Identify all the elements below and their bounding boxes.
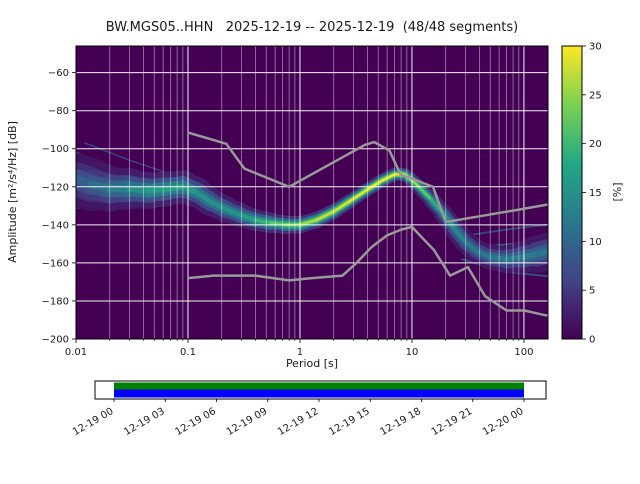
psd-ridge-segment bbox=[146, 185, 171, 194]
timeline-coverage-blue bbox=[114, 389, 524, 398]
colorbar-tick-label: 20 bbox=[589, 139, 602, 150]
psd-ridge-segment bbox=[180, 184, 200, 196]
psd-ridge-segment bbox=[298, 218, 318, 227]
x-tick-label: 100 bbox=[514, 347, 533, 358]
psd-strand bbox=[461, 223, 548, 238]
psd-ridge-segment bbox=[314, 210, 336, 222]
x-tick-label: 10 bbox=[406, 347, 419, 358]
plot-area: 0.01 0.1 1 10 100 −60 −80 −100 −120 −140 −160 −180 −… bbox=[42, 45, 549, 358]
colorbar-gradient-bar bbox=[562, 46, 582, 339]
colorbar-label: [%] bbox=[611, 182, 624, 201]
colorbar: 0 5 10 15 20 25 30 bbox=[561, 42, 602, 346]
y-tick-label: −200 bbox=[42, 335, 69, 346]
psd-ridge-segment bbox=[332, 199, 352, 213]
y-tick-label: −160 bbox=[42, 258, 69, 269]
psd-ridge-segment bbox=[488, 255, 509, 262]
x-tick-label: 0.1 bbox=[180, 347, 196, 358]
psd-ridge-segment bbox=[463, 240, 479, 254]
nlnm-line bbox=[187, 225, 548, 317]
psd-ridge-segment bbox=[194, 190, 214, 205]
x-tick-label: 0.01 bbox=[65, 347, 87, 358]
nhnm-line bbox=[187, 131, 548, 224]
colorbar-tick-label: 10 bbox=[589, 237, 602, 248]
x-tick-label: 1 bbox=[297, 347, 303, 358]
psd-ridge-segment bbox=[253, 218, 273, 225]
psd-ridge-segment bbox=[452, 226, 468, 244]
psd-ridge-segment bbox=[224, 207, 244, 218]
chart-title: BW.MGS05..HHN 2025-12-19 -- 2025-12-19 (… bbox=[106, 20, 519, 35]
y-tick-label: −100 bbox=[42, 144, 69, 155]
psd-ridge-segment bbox=[348, 188, 369, 203]
psd-ridge-segment bbox=[208, 199, 229, 212]
psd-ridge-segment bbox=[533, 248, 548, 258]
psd-ridge-segment bbox=[366, 178, 385, 191]
y-tick-label: −80 bbox=[48, 106, 69, 117]
psd-ridge-segment bbox=[381, 173, 396, 182]
psd-ridge-segment bbox=[419, 187, 433, 202]
psd-ridge-segment bbox=[126, 185, 153, 194]
colorbar-tick-label: 30 bbox=[589, 42, 602, 53]
colorbar-tick-label: 5 bbox=[589, 286, 595, 297]
noise-models bbox=[187, 131, 548, 317]
plot-frame bbox=[75, 45, 549, 340]
x-axis-label: Period [s] bbox=[286, 357, 338, 370]
colorbar-tick-label: 25 bbox=[589, 90, 602, 101]
y-tick-label: −180 bbox=[42, 296, 69, 307]
timeline-coverage-green bbox=[114, 382, 524, 390]
y-tick-label: −120 bbox=[42, 182, 69, 193]
colorbar-tick-label: 0 bbox=[589, 335, 595, 346]
y-axis-label: Amplitude [m²/s⁴/Hz] [dB] bbox=[6, 121, 19, 263]
y-tick-label: −60 bbox=[48, 68, 69, 79]
psd-ridge-segment bbox=[239, 213, 258, 223]
y-tick-label: −140 bbox=[42, 220, 69, 231]
grid bbox=[75, 46, 548, 340]
colorbar-tick-label: 15 bbox=[589, 188, 602, 199]
